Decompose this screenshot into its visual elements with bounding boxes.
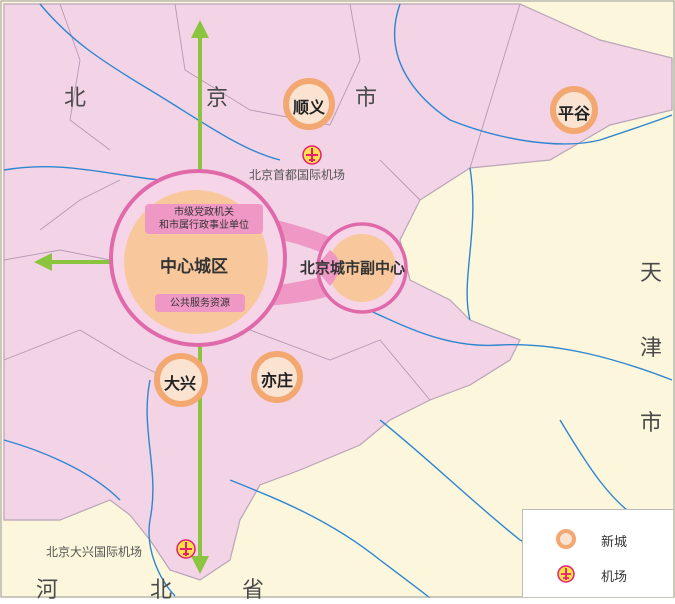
region-hebei-char-3: 省 bbox=[242, 578, 265, 603]
new-town-marker-pinggu bbox=[550, 86, 598, 134]
region-hebei-char-1: 河 bbox=[36, 578, 59, 603]
core-area-label: 中心城区 bbox=[160, 257, 228, 277]
region-beijing-char-2: 京 bbox=[206, 86, 229, 111]
region-tianjin-char-1: 天 bbox=[640, 261, 663, 286]
core-note-admin-line-2: 和市属行政事业单位 bbox=[159, 220, 249, 231]
new-town-marker-shunyi bbox=[283, 78, 335, 130]
region-beijing-char-1: 北 bbox=[64, 86, 87, 111]
axis-arrow-south bbox=[191, 556, 209, 574]
region-hebei-char-2: 北 bbox=[150, 578, 173, 603]
new-town-label-yizhuang: 亦庄 bbox=[261, 371, 294, 390]
sub-center-fill bbox=[328, 234, 396, 302]
legend bbox=[522, 509, 673, 597]
new-town-markers bbox=[154, 78, 598, 407]
region-tianjin-char-2: 津 bbox=[640, 336, 663, 361]
core-note-services-box bbox=[155, 294, 245, 312]
new-town-label-pinggu: 平谷 bbox=[558, 104, 591, 123]
airport-icon-daxing bbox=[176, 539, 196, 559]
core-note-admin-box bbox=[145, 204, 263, 234]
new-town-label-daxing: 大兴 bbox=[164, 374, 197, 393]
core-note-admin: 市级党政机关 和市属行政事业单位 bbox=[148, 206, 260, 232]
axis-arrow-west bbox=[34, 253, 52, 271]
sub-center-notch bbox=[315, 250, 340, 286]
airport-label-capital: 北京首都国际机场 bbox=[249, 168, 346, 182]
axis-arrow-north bbox=[191, 20, 209, 38]
core-note-admin-line-1: 市级党政机关 bbox=[174, 207, 234, 218]
legend-new-town-label: 新城 bbox=[601, 535, 628, 550]
airport-label-daxing: 北京大兴国际机场 bbox=[46, 545, 143, 559]
region-tianjin-char-3: 市 bbox=[640, 411, 663, 436]
region-beijing-char-3: 市 bbox=[355, 86, 378, 111]
legend-airport-label: 机场 bbox=[601, 570, 628, 585]
core-note-services: 公共服务资源 bbox=[170, 298, 230, 309]
sub-center-label: 北京城市副中心 bbox=[300, 259, 406, 277]
new-town-marker-yizhuang bbox=[251, 351, 303, 403]
new-town-label-shunyi: 顺义 bbox=[293, 98, 326, 117]
district-boundaries bbox=[3, 3, 521, 401]
new-town-marker-daxing bbox=[154, 353, 208, 407]
airport-icon-capital bbox=[302, 145, 322, 165]
